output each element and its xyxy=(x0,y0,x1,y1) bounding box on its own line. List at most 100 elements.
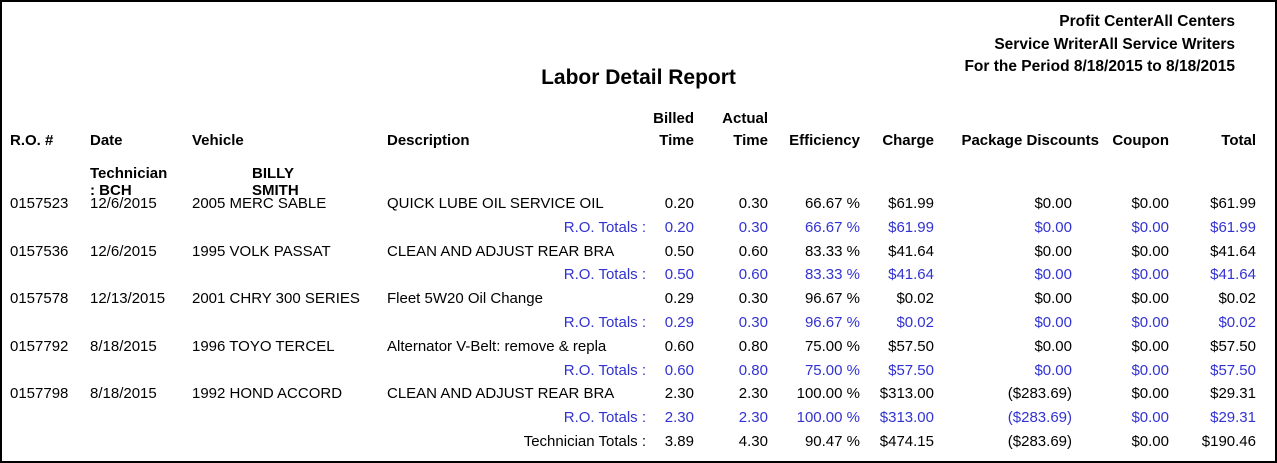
charge-tech-total-cell: $474.15 xyxy=(879,432,934,450)
charge-total-cell: $41.64 xyxy=(888,266,934,284)
description-cell: Fleet 5W20 Oil Change xyxy=(387,290,543,308)
table-row: 0157578 12/13/2015 2001 CHRY 300 SERIES … xyxy=(2,287,1275,311)
total-tech-total-cell: $190.46 xyxy=(1201,432,1256,450)
table-row: 0157792 8/18/2015 1996 TOYO TERCEL Alter… xyxy=(2,335,1275,359)
column-header-description: Description xyxy=(387,132,470,149)
billed-time-total-cell: 0.29 xyxy=(664,313,694,331)
actual-time-cell: 0.30 xyxy=(738,290,768,308)
package-discounts-cell: $0.00 xyxy=(1034,290,1072,308)
charge-total-cell: $61.99 xyxy=(888,218,934,236)
vehicle-cell: 1995 VOLK PASSAT xyxy=(192,242,331,260)
actual-time-cell: 0.60 xyxy=(738,242,768,260)
ro-cell: 0157578 xyxy=(10,290,69,308)
billed-time-total-cell: 2.30 xyxy=(664,409,694,427)
efficiency-cell: 100.00 % xyxy=(796,385,860,403)
efficiency-total-cell: 96.67 % xyxy=(804,313,860,331)
package-discounts-total-cell: $0.00 xyxy=(1034,361,1072,379)
total-cell: $41.64 xyxy=(1210,242,1256,260)
service-writer-line: Service WriterAll Service Writers xyxy=(994,35,1235,53)
efficiency-cell: 96.67 % xyxy=(804,290,860,308)
vehicle-cell: 1992 HOND ACCORD xyxy=(192,385,343,403)
date-cell: 8/18/2015 xyxy=(90,337,157,355)
billed-time-cell: 0.20 xyxy=(664,195,694,212)
package-discounts-cell: $0.00 xyxy=(1034,195,1072,212)
actual-time-tech-total-cell: 4.30 xyxy=(738,432,768,450)
column-header-package-discounts: Package Discounts xyxy=(961,132,1099,149)
ro-totals-label: R.O. Totals : xyxy=(563,313,646,331)
total-total-cell: $61.99 xyxy=(1210,218,1256,236)
profit-center-line: Profit CenterAll Centers xyxy=(1059,13,1235,30)
description-cell: CLEAN AND ADJUST REAR BRA xyxy=(387,385,615,403)
actual-time-total-cell: 0.80 xyxy=(738,361,768,379)
total-cell: $29.31 xyxy=(1210,385,1256,403)
column-header-vehicle: Vehicle xyxy=(192,132,244,149)
charge-cell: $61.99 xyxy=(888,195,934,212)
charge-cell: $41.64 xyxy=(888,242,934,260)
efficiency-total-cell: 75.00 % xyxy=(804,361,860,379)
coupon-cell: $0.00 xyxy=(1131,337,1169,355)
billed-time-cell: 0.29 xyxy=(664,290,694,308)
actual-time-cell: 2.30 xyxy=(738,385,768,403)
total-total-cell: $0.02 xyxy=(1218,313,1256,331)
actual-time-total-cell: 0.60 xyxy=(738,266,768,284)
vehicle-cell: 2001 CHRY 300 SERIES xyxy=(192,290,360,308)
billed-time-total-cell: 0.50 xyxy=(664,266,694,284)
description-cell: Alternator V-Belt: remove & repla xyxy=(387,337,607,355)
table-body: 0157523 12/6/2015 2005 MERC SABLE QUICK … xyxy=(2,192,1275,454)
column-header-efficiency: Efficiency xyxy=(789,132,860,149)
column-header-total: Total xyxy=(1221,132,1256,149)
efficiency-cell: 66.67 % xyxy=(804,195,860,212)
vehicle-cell: 1996 TOYO TERCEL xyxy=(192,337,335,355)
date-cell: 12/13/2015 xyxy=(90,290,166,308)
date-cell: 12/6/2015 xyxy=(90,242,157,260)
column-header-charge: Charge xyxy=(882,132,934,149)
ro-cell: 0157523 xyxy=(10,195,69,212)
coupon-total-cell: $0.00 xyxy=(1131,361,1169,379)
total-cell: $61.99 xyxy=(1210,195,1256,212)
package-discounts-cell: $0.00 xyxy=(1034,337,1072,355)
ro-cell: 0157792 xyxy=(10,337,69,355)
ro-totals-row: R.O. Totals : 0.29 0.30 96.67 % $0.02 $0… xyxy=(2,311,1275,335)
efficiency-total-cell: 83.33 % xyxy=(804,266,860,284)
column-header-actual: Actual xyxy=(722,110,768,127)
ro-totals-row: R.O. Totals : 0.50 0.60 83.33 % $41.64 $… xyxy=(2,263,1275,287)
efficiency-tech-total-cell: 90.47 % xyxy=(804,432,860,450)
actual-time-total-cell: 2.30 xyxy=(738,409,768,427)
charge-total-cell: $0.02 xyxy=(896,313,934,331)
efficiency-total-cell: 100.00 % xyxy=(796,409,860,427)
report-title: Labor Detail Report xyxy=(541,66,736,89)
total-total-cell: $29.31 xyxy=(1210,409,1256,427)
column-header-billed-time: Time xyxy=(659,132,694,149)
column-header-date: Date xyxy=(90,132,123,149)
actual-time-cell: 0.30 xyxy=(738,195,768,212)
column-headers-line2: R.O. # Date Vehicle Description Time Tim… xyxy=(2,130,1275,152)
ro-totals-row: R.O. Totals : 0.60 0.80 75.00 % $57.50 $… xyxy=(2,359,1275,383)
total-total-cell: $57.50 xyxy=(1210,361,1256,379)
total-total-cell: $41.64 xyxy=(1210,266,1256,284)
coupon-total-cell: $0.00 xyxy=(1131,218,1169,236)
ro-totals-row: R.O. Totals : 0.20 0.30 66.67 % $61.99 $… xyxy=(2,216,1275,240)
table-row: 0157798 8/18/2015 1992 HOND ACCORD CLEAN… xyxy=(2,382,1275,406)
efficiency-cell: 75.00 % xyxy=(804,337,860,355)
coupon-total-cell: $0.00 xyxy=(1131,266,1169,284)
coupon-total-cell: $0.00 xyxy=(1131,313,1169,331)
table-row: 0157523 12/6/2015 2005 MERC SABLE QUICK … xyxy=(2,192,1275,216)
date-cell: 12/6/2015 xyxy=(90,195,157,212)
package-discounts-total-cell: $0.00 xyxy=(1034,266,1072,284)
billed-time-cell: 0.60 xyxy=(664,337,694,355)
ro-cell: 0157536 xyxy=(10,242,69,260)
ro-totals-label: R.O. Totals : xyxy=(563,266,646,284)
ro-totals-label: R.O. Totals : xyxy=(563,361,646,379)
package-discounts-tech-total-cell: ($283.69) xyxy=(1007,432,1072,450)
billed-time-tech-total-cell: 3.89 xyxy=(664,432,694,450)
column-headers-line1: Billed Actual xyxy=(2,108,1275,130)
ro-totals-label: R.O. Totals : xyxy=(563,409,646,427)
package-discounts-total-cell: ($283.69) xyxy=(1007,409,1072,427)
billed-time-cell: 0.50 xyxy=(664,242,694,260)
efficiency-cell: 83.33 % xyxy=(804,242,860,260)
technician-name: BILLY SMITH xyxy=(252,165,299,199)
coupon-tech-total-cell: $0.00 xyxy=(1131,432,1169,450)
charge-cell: $57.50 xyxy=(888,337,934,355)
ro-totals-row: R.O. Totals : 2.30 2.30 100.00 % $313.00… xyxy=(2,406,1275,430)
